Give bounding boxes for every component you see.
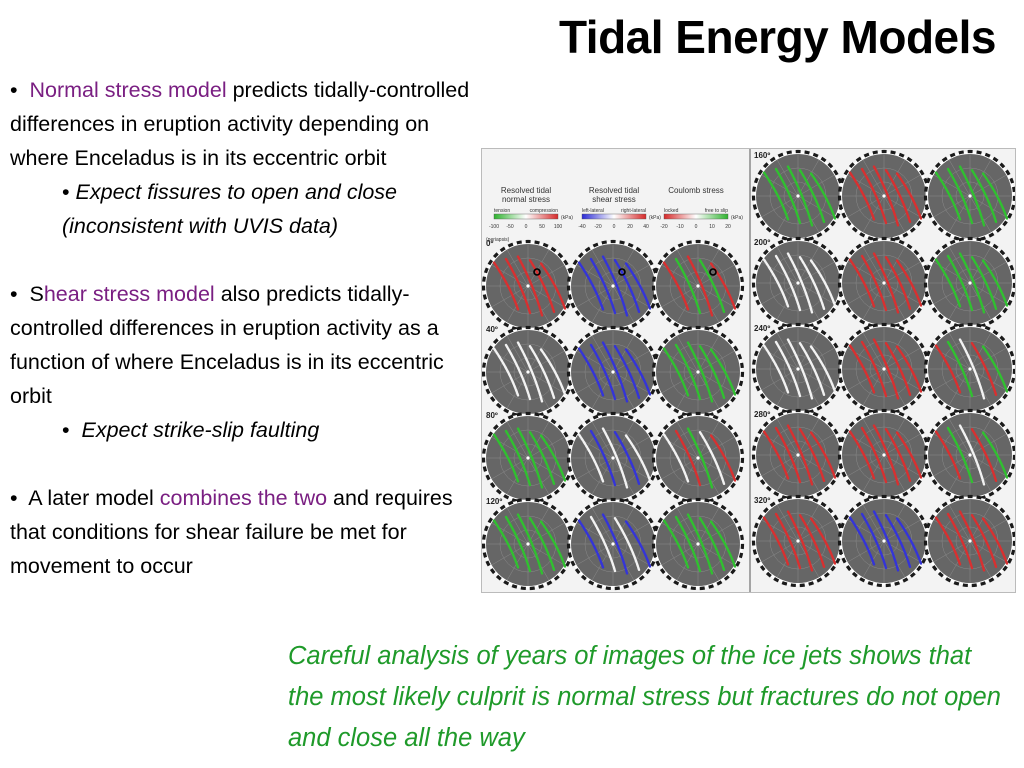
legend-2: Coulomb stress locked free to slip(kPa) -20… xyxy=(660,186,743,230)
stress-disk xyxy=(482,411,575,505)
row-angle-label: 120º xyxy=(486,497,502,506)
highlight-shear-stress: hear stress model xyxy=(43,282,215,306)
legend-tick: 0 xyxy=(695,224,698,230)
legend-tick: 10 xyxy=(709,224,715,230)
bullet-normal-stress: • Normal stress model predicts tidally-c… xyxy=(10,78,470,170)
stress-disk xyxy=(837,236,931,330)
legend-tick: 100 xyxy=(554,224,563,230)
stress-disk xyxy=(482,239,575,333)
periapsis-marker xyxy=(618,268,626,276)
sub-bullet-strike-slip: • Expect strike-slip faulting xyxy=(62,418,320,442)
stress-disk xyxy=(566,411,660,505)
row-angle-label: 280º xyxy=(754,410,770,419)
legend-colorbar xyxy=(493,213,559,220)
stress-disk xyxy=(923,149,1015,243)
stress-disk xyxy=(482,325,575,419)
legend-tick: -40 xyxy=(578,224,585,230)
bullet-combined-model: • A later model combines the two and req… xyxy=(10,486,453,578)
legend-unit: (kPa) xyxy=(731,215,743,221)
legend-tick: -10 xyxy=(676,224,683,230)
legend-tick: 20 xyxy=(627,224,633,230)
legend-left-label: left-lateral xyxy=(582,208,604,214)
stress-disk xyxy=(482,497,575,591)
legend-right-label: free to slip xyxy=(705,208,728,214)
legend-tick: 0 xyxy=(525,224,528,230)
stress-disk xyxy=(837,149,931,243)
legend-unit: (kPa) xyxy=(561,215,573,221)
stress-disk xyxy=(837,408,931,502)
stress-disk xyxy=(923,494,1015,588)
legend-tick: -20 xyxy=(660,224,667,230)
highlight-normal-stress: Normal stress model xyxy=(29,78,227,102)
legend-colorbar xyxy=(663,213,729,220)
legend-title-line: Resolved tidal xyxy=(589,186,639,195)
legend-right-label: right-lateral xyxy=(621,208,646,214)
legend-unit: (kPa) xyxy=(649,215,661,221)
stress-disk xyxy=(923,322,1015,416)
stress-disk xyxy=(651,411,745,505)
stress-disk xyxy=(923,236,1015,330)
legend-colorbar xyxy=(581,213,647,220)
bullet-shear-stress: • Shear stress model also predicts tidal… xyxy=(10,282,444,408)
legend-tick: -100 xyxy=(489,224,499,230)
row-angle-label: 320º xyxy=(754,496,770,505)
periapsis-marker xyxy=(709,268,717,276)
legend-tick: 0 xyxy=(613,224,616,230)
highlight-combined: combines the two xyxy=(159,486,328,510)
legend-title-line: Coulomb stress xyxy=(668,186,724,195)
stress-disk xyxy=(566,325,660,419)
periapsis-marker xyxy=(533,268,541,276)
stress-disk xyxy=(751,236,845,330)
stress-disk xyxy=(751,149,845,243)
stress-disk xyxy=(751,322,845,416)
row-angle-label: 160º xyxy=(754,151,770,160)
legend-tick: 20 xyxy=(725,224,731,230)
periapsis-label: (periapsis) xyxy=(486,237,510,243)
stress-disk xyxy=(837,322,931,416)
row-angle-label: 200º xyxy=(754,238,770,247)
legend-tick: 50 xyxy=(539,224,545,230)
row-angle-label: 240º xyxy=(754,324,770,333)
stress-disk xyxy=(651,325,745,419)
legend-tick: 40 xyxy=(643,224,649,230)
legend-title-line: Resolved tidal xyxy=(501,186,551,195)
legend-left-label: locked xyxy=(664,208,679,214)
stress-disk xyxy=(837,494,931,588)
row-angle-label: 80º xyxy=(486,411,498,420)
conclusion-text: Careful analysis of years of images of t… xyxy=(288,642,1001,752)
legend-left-label: tension xyxy=(494,208,510,214)
stress-disk xyxy=(651,239,745,333)
stress-model-figure: Resolved tidal normal stress tension compre… xyxy=(481,148,1016,593)
legend-title-line: shear stress xyxy=(592,195,636,204)
stress-disk xyxy=(566,497,660,591)
legend-right-label: compression xyxy=(530,208,559,214)
slide-title: Tidal Energy Models xyxy=(559,11,996,63)
stress-disk xyxy=(751,408,845,502)
stress-disk xyxy=(923,408,1015,502)
stress-disk xyxy=(751,494,845,588)
row-angle-label: 40º xyxy=(486,325,498,334)
sub-bullet-fissures: • Expect fissures to open and close (inc… xyxy=(62,180,398,238)
legend-title-line: normal stress xyxy=(502,195,550,204)
stress-disk xyxy=(651,497,745,591)
bullet-list: • Normal stress model predicts tidally-c… xyxy=(10,73,472,583)
legend-tick: -50 xyxy=(506,224,513,230)
legend-tick: -20 xyxy=(594,224,601,230)
row-angle-label: 0º xyxy=(486,239,493,248)
stress-disk xyxy=(566,239,660,333)
